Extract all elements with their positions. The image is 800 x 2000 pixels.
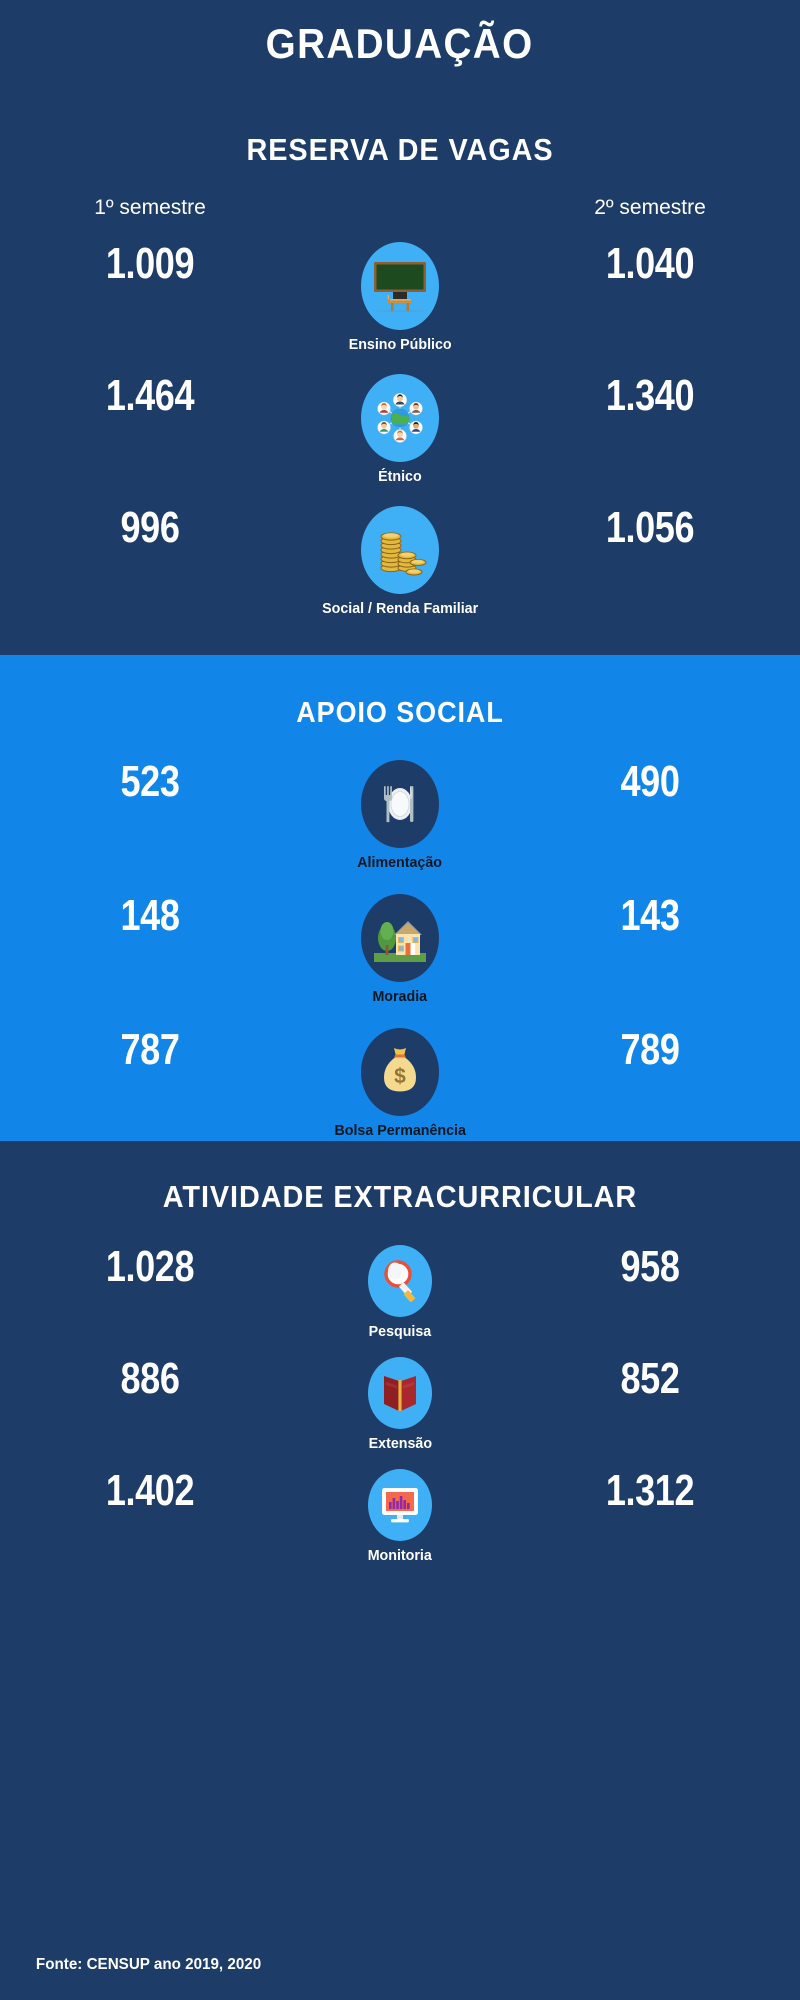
row-center: Social / Renda Familiar xyxy=(300,506,500,618)
row-label: Extensão xyxy=(368,1434,432,1452)
svg-text:$: $ xyxy=(394,1065,406,1088)
value-first-semester: 1.464 xyxy=(105,371,195,421)
row-label: Social / Renda Familiar xyxy=(321,600,479,618)
value-first-semester: 523 xyxy=(120,757,180,806)
row-label: Étnico xyxy=(378,468,422,486)
row-center: Étnico xyxy=(300,374,500,486)
stat-row-etnico: 1.464 xyxy=(0,374,800,486)
value-first-semester: 1.009 xyxy=(105,239,195,288)
value-second-semester: 143 xyxy=(620,891,680,941)
value-first-semester: 996 xyxy=(120,503,180,553)
row-label: Bolsa Permanência xyxy=(334,1122,466,1140)
row-center: Alimentação xyxy=(300,760,500,872)
section-rows: 1.028 Pesquisa 958 886 xyxy=(0,1215,800,1566)
value-first-semester: 1.028 xyxy=(105,1241,195,1291)
row-center: $ Bolsa Permanência xyxy=(300,1028,500,1140)
value-second-semester: 1.340 xyxy=(605,371,695,421)
section-title: ATIVIDADE EXTRACURRICULAR xyxy=(162,1178,638,1214)
row-label: Pesquisa xyxy=(368,1322,432,1340)
value-second-semester: 1.056 xyxy=(605,503,695,553)
section-reserva-de-vagas: RESERVA DE VAGAS 1º semestre 2º semestre… xyxy=(0,88,800,655)
value-second-semester: 1.312 xyxy=(605,1465,695,1515)
value-first-semester: 148 xyxy=(120,891,180,941)
value-first-semester: 787 xyxy=(120,1025,180,1075)
row-center: Moradia xyxy=(300,894,500,1006)
value-first-semester: 1.402 xyxy=(105,1465,195,1515)
stat-row-monitoria: 1.402 xyxy=(0,1465,800,1565)
money-bag-icon: $ xyxy=(361,1028,439,1117)
value-second-semester: 852 xyxy=(620,1353,680,1403)
value-second-semester: 490 xyxy=(620,757,680,806)
row-center: Monitoria xyxy=(300,1468,500,1565)
page-banner: GRADUAÇÃO xyxy=(0,0,800,88)
coins-icon xyxy=(361,506,439,595)
column-header-first-semester: 1º semestre xyxy=(94,196,206,219)
row-center: Pesquisa xyxy=(300,1244,500,1341)
page-title: GRADUAÇÃO xyxy=(266,20,534,67)
globe-people-icon xyxy=(361,374,439,463)
value-second-semester: 1.040 xyxy=(605,239,695,288)
row-center: Extensão xyxy=(300,1356,500,1453)
section-title: RESERVA DE VAGAS xyxy=(246,132,554,167)
row-label: Monitoria xyxy=(367,1546,433,1564)
row-center: Ensino Público xyxy=(300,242,500,354)
column-header-second-semester: 2º semestre xyxy=(594,196,706,219)
row-label: Alimentação xyxy=(357,854,443,871)
column-headers: 1º semestre 2º semestre xyxy=(0,196,800,220)
house-icon xyxy=(361,894,439,983)
magnifying-glass-icon xyxy=(368,1244,432,1317)
value-second-semester: 958 xyxy=(620,1241,680,1291)
section-rows: 1.009 xyxy=(0,220,800,619)
stat-row-bolsa-permanencia: 787 $ Bolsa Permanência 789 xyxy=(0,1028,800,1140)
value-first-semester: 886 xyxy=(120,1353,180,1403)
stat-row-extensao: 886 Extensão 852 xyxy=(0,1353,800,1453)
stat-row-alimentacao: 523 xyxy=(0,760,800,872)
stat-row-ensino-publico: 1.009 xyxy=(0,242,800,354)
column-header-spacer xyxy=(300,196,500,220)
section-title: APOIO SOCIAL xyxy=(296,697,504,729)
stat-row-pesquisa: 1.028 Pesquisa 958 xyxy=(0,1241,800,1341)
section-rows: 523 xyxy=(0,730,800,1141)
stat-row-social-renda-familiar: 996 xyxy=(0,506,800,618)
value-second-semester: 789 xyxy=(620,1025,680,1075)
source-footnote: Fonte: CENSUP ano 2019, 2020 xyxy=(35,1956,262,1973)
monitor-chart-icon xyxy=(368,1468,432,1541)
open-book-icon xyxy=(368,1356,432,1429)
row-label: Moradia xyxy=(372,988,428,1006)
blackboard-icon xyxy=(361,242,439,330)
plate-cutlery-icon xyxy=(361,760,439,848)
row-label: Ensino Público xyxy=(348,336,452,353)
stat-row-moradia: 148 xyxy=(0,894,800,1006)
section-apoio-social: APOIO SOCIAL 523 xyxy=(0,655,800,1141)
section-atividade-extracurricular: ATIVIDADE EXTRACURRICULAR 1.028 Pesquisa xyxy=(0,1140,800,2000)
